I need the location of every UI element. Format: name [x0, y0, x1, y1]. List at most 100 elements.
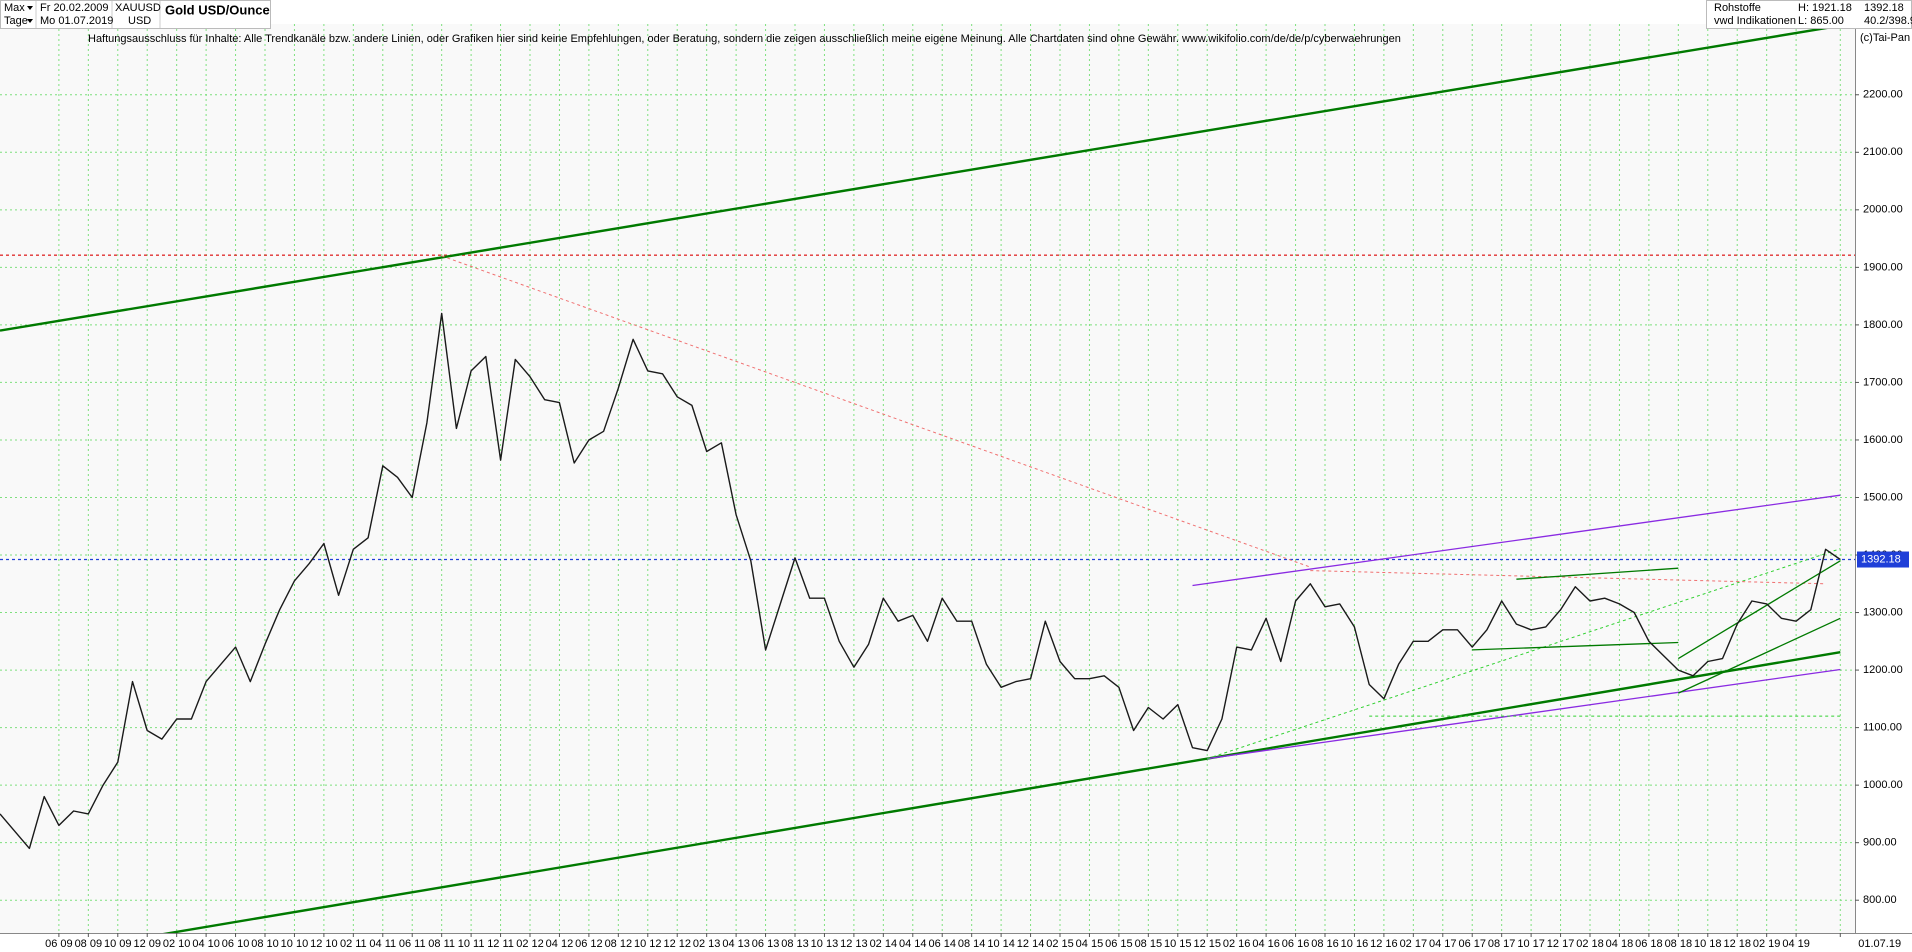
trend-line	[162, 651, 1841, 933]
last-price: 1392.18	[1864, 2, 1904, 14]
x-tick-label: 12 16	[1370, 938, 1398, 950]
period-selector[interactable]: Tage	[4, 15, 28, 27]
x-tick-label: 12 12	[663, 938, 691, 950]
x-tick-label: 10 16	[1341, 938, 1369, 950]
y-tick-label: 1100.00	[1863, 722, 1902, 734]
y-tick-label: 800.00	[1863, 894, 1897, 906]
y-tick-label: 1300.00	[1863, 606, 1903, 618]
y-tick-label: 2200.00	[1863, 89, 1903, 101]
x-tick-label: 08 09	[75, 938, 103, 950]
x-tick-label: 12 15	[1193, 938, 1221, 950]
x-tick-label: 04 16	[1252, 938, 1280, 950]
x-tick-label: 06 16	[1282, 938, 1310, 950]
price-label: 1392.18	[1861, 553, 1901, 565]
x-tick-label: 04 18	[1606, 938, 1634, 950]
x-tick-label: 08 11	[428, 938, 455, 950]
header-left-box	[0, 0, 271, 29]
x-tick-label: 10 18	[1694, 938, 1722, 950]
x-tick-label: 04 13	[722, 938, 750, 950]
price-line	[0, 312, 1841, 850]
x-tick-label: 06 10	[222, 938, 250, 950]
dropdown-arrow[interactable]	[27, 6, 33, 10]
x-tick-label: 10 13	[811, 938, 839, 950]
x-tick-label: 02 15	[1046, 938, 1074, 950]
date-from: Fr 20.02.2009	[40, 2, 109, 14]
source: vwd Indikationen	[1714, 15, 1796, 27]
x-tick-label: 04 14	[899, 938, 927, 950]
y-tick-label: 1000.00	[1863, 779, 1903, 791]
x-tick-label: 04 11	[369, 938, 396, 950]
trend-line	[1192, 494, 1841, 587]
x-tick-label: 02 16	[1223, 938, 1251, 950]
x-tick-label: 02 13	[693, 938, 721, 950]
x-tick-label: 02 18	[1576, 938, 1604, 950]
x-tick-label: 10 11	[458, 938, 485, 950]
x-tick-label: 06 18	[1635, 938, 1663, 950]
x-tick-label: 06 15	[1105, 938, 1133, 950]
y-tick-label: 1800.00	[1863, 319, 1903, 331]
high: H: 1921.18	[1798, 2, 1852, 14]
range-selector[interactable]: Max	[4, 2, 25, 14]
x-tick-label: 02 10	[163, 938, 191, 950]
x-tick-label: 12 09	[133, 938, 161, 950]
x-tick-label: 04 10	[192, 938, 220, 950]
symbol: XAUUSD	[115, 2, 161, 14]
x-tick-label: 02 17	[1400, 938, 1428, 950]
x-tick-label: 04 19	[1782, 938, 1810, 950]
plot	[0, 24, 1855, 933]
x-tick-label: 06 09	[45, 938, 73, 950]
x-tick-label: 10 17	[1517, 938, 1545, 950]
x-tick-label: 04 12	[546, 938, 574, 950]
chart-title: Gold USD/Ounce	[165, 2, 270, 17]
dropdown-arrow[interactable]	[27, 19, 33, 23]
x-tick-label: 08 12	[605, 938, 633, 950]
x-tick-label: 06 17	[1458, 938, 1486, 950]
y-tick-label: 2000.00	[1863, 204, 1903, 216]
y-tick-label: 1700.00	[1863, 376, 1903, 388]
x-tick-label: 02 12	[516, 938, 544, 950]
currency: USD	[128, 15, 151, 27]
x-tick-label: 10 15	[1164, 938, 1192, 950]
x-tick-label: 06 13	[752, 938, 780, 950]
x-tick-label: 04 17	[1429, 938, 1457, 950]
trend-line	[1207, 668, 1841, 760]
x-tick-label: 04 15	[1076, 938, 1104, 950]
x-tick-label: 10 09	[104, 938, 132, 950]
x-tick-label: 02 19	[1753, 938, 1781, 950]
price-label-box	[1857, 551, 1909, 568]
disclaimer: Haftungsausschluss für Inhalte: Alle Tre…	[88, 33, 1401, 45]
x-tick-label: 12 17	[1547, 938, 1575, 950]
x-tick-label: 08 17	[1488, 938, 1516, 950]
x-tick-label: 08 18	[1665, 938, 1693, 950]
trend-line	[1310, 570, 1826, 585]
x-tick-label: 02 11	[340, 938, 367, 950]
y-tick-label: 1900.00	[1863, 261, 1903, 273]
trend-line	[1678, 617, 1841, 694]
axes: 800.00 900.00 1000.00 1100.00 1200.00 1300.00…	[45, 89, 1909, 950]
trend-line	[441, 255, 1311, 568]
x-tick-label: 08 16	[1311, 938, 1339, 950]
trend-line	[1677, 560, 1841, 660]
y-tick-label: 1200.00	[1863, 664, 1903, 676]
stats: 40.2/398.9	[1864, 15, 1912, 27]
x-tick-label: 10 14	[987, 938, 1015, 950]
x-tick-label: 08 10	[251, 938, 279, 950]
x-tick-label: 08 14	[958, 938, 986, 950]
x-tick-label: 12 10	[310, 938, 338, 950]
x-tick-label: 01.07.19	[1858, 938, 1901, 950]
category: Rohstoffe	[1714, 2, 1761, 14]
x-tick-label: 06 12	[575, 938, 603, 950]
y-tick-label: 1500.00	[1863, 491, 1903, 503]
y-tick-label: 1600.00	[1863, 434, 1903, 446]
x-tick-label: 08 13	[781, 938, 809, 950]
x-tick-label: 12 18	[1723, 938, 1751, 950]
x-tick-label: 08 15	[1135, 938, 1163, 950]
trend-line	[0, 24, 1841, 332]
x-tick-label: 12 14	[1017, 938, 1045, 950]
x-tick-label: 06 14	[928, 938, 956, 950]
date-to: Mo 01.07.2019	[40, 15, 113, 27]
grid	[0, 24, 1855, 933]
x-tick-label: 10 10	[281, 938, 309, 950]
